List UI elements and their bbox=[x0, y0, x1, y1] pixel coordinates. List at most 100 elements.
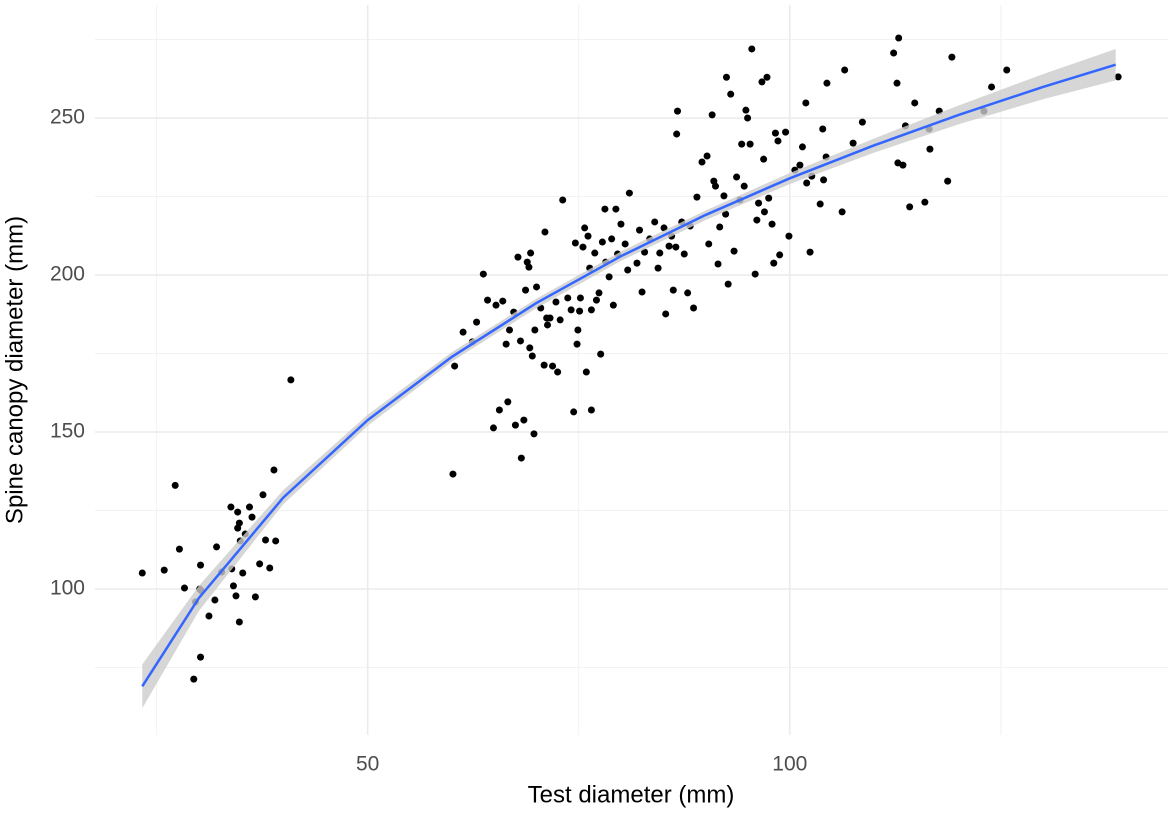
point bbox=[556, 316, 564, 324]
point bbox=[522, 286, 530, 294]
point bbox=[654, 264, 662, 272]
point bbox=[584, 232, 592, 240]
point bbox=[514, 253, 522, 261]
point bbox=[768, 220, 776, 228]
point bbox=[798, 143, 806, 151]
point bbox=[235, 618, 243, 626]
point bbox=[921, 198, 929, 206]
point bbox=[816, 200, 824, 208]
point bbox=[730, 247, 738, 255]
point bbox=[171, 481, 179, 489]
point bbox=[479, 270, 487, 278]
point bbox=[229, 582, 237, 590]
point bbox=[765, 194, 773, 202]
point bbox=[597, 350, 605, 358]
point bbox=[806, 248, 814, 256]
point bbox=[703, 152, 711, 160]
point bbox=[911, 99, 919, 107]
point bbox=[693, 193, 701, 201]
point bbox=[744, 114, 752, 122]
point bbox=[742, 106, 750, 114]
point bbox=[673, 130, 681, 138]
point bbox=[581, 224, 589, 232]
point bbox=[205, 612, 213, 620]
point bbox=[755, 199, 763, 207]
point bbox=[525, 263, 533, 271]
point bbox=[549, 362, 557, 370]
point bbox=[591, 249, 599, 257]
point bbox=[559, 196, 567, 204]
point bbox=[698, 158, 706, 166]
point bbox=[636, 226, 644, 234]
point bbox=[576, 294, 584, 302]
point bbox=[722, 210, 730, 218]
point bbox=[1114, 73, 1122, 81]
point bbox=[262, 536, 270, 544]
point bbox=[587, 306, 595, 314]
point bbox=[570, 408, 578, 416]
point bbox=[499, 297, 507, 305]
point bbox=[531, 326, 539, 334]
point bbox=[489, 424, 497, 432]
point bbox=[528, 352, 536, 360]
point bbox=[251, 593, 259, 601]
point bbox=[899, 161, 907, 169]
point bbox=[245, 503, 253, 511]
point bbox=[180, 584, 188, 592]
point bbox=[609, 301, 617, 309]
point bbox=[651, 218, 659, 226]
point bbox=[197, 561, 205, 569]
point bbox=[690, 304, 698, 312]
point bbox=[770, 259, 778, 267]
point bbox=[819, 125, 827, 133]
point bbox=[232, 592, 240, 600]
point bbox=[459, 328, 467, 336]
y-tick-label: 200 bbox=[50, 263, 85, 286]
point bbox=[722, 73, 730, 81]
point bbox=[926, 145, 934, 153]
point bbox=[541, 228, 549, 236]
point bbox=[502, 340, 510, 348]
point bbox=[802, 99, 810, 107]
x-axis-title: Test diameter (mm) bbox=[528, 781, 735, 808]
point bbox=[573, 340, 581, 348]
point bbox=[270, 466, 278, 474]
point bbox=[227, 503, 235, 511]
point bbox=[906, 203, 914, 211]
point bbox=[552, 298, 560, 306]
point bbox=[776, 251, 784, 259]
point bbox=[841, 66, 849, 74]
point bbox=[641, 248, 649, 256]
point bbox=[660, 224, 668, 232]
point bbox=[669, 286, 677, 294]
point bbox=[774, 137, 782, 145]
point bbox=[823, 79, 831, 87]
point bbox=[582, 368, 590, 376]
point bbox=[579, 243, 587, 251]
point bbox=[511, 421, 519, 429]
point bbox=[605, 273, 613, 281]
point bbox=[760, 208, 768, 216]
point bbox=[592, 296, 600, 304]
point bbox=[733, 173, 741, 181]
point bbox=[785, 232, 793, 240]
point bbox=[849, 139, 857, 147]
point bbox=[272, 537, 280, 545]
point bbox=[504, 398, 512, 406]
point bbox=[598, 238, 606, 246]
point bbox=[576, 307, 584, 315]
point bbox=[473, 318, 481, 326]
point bbox=[893, 79, 901, 87]
point bbox=[546, 314, 554, 322]
point bbox=[988, 83, 996, 91]
point bbox=[1003, 66, 1011, 74]
point bbox=[520, 416, 528, 424]
point bbox=[672, 243, 680, 251]
point bbox=[160, 566, 168, 574]
point bbox=[239, 569, 247, 577]
point bbox=[803, 179, 811, 187]
point bbox=[530, 430, 538, 438]
point bbox=[656, 249, 664, 257]
point bbox=[517, 454, 525, 462]
